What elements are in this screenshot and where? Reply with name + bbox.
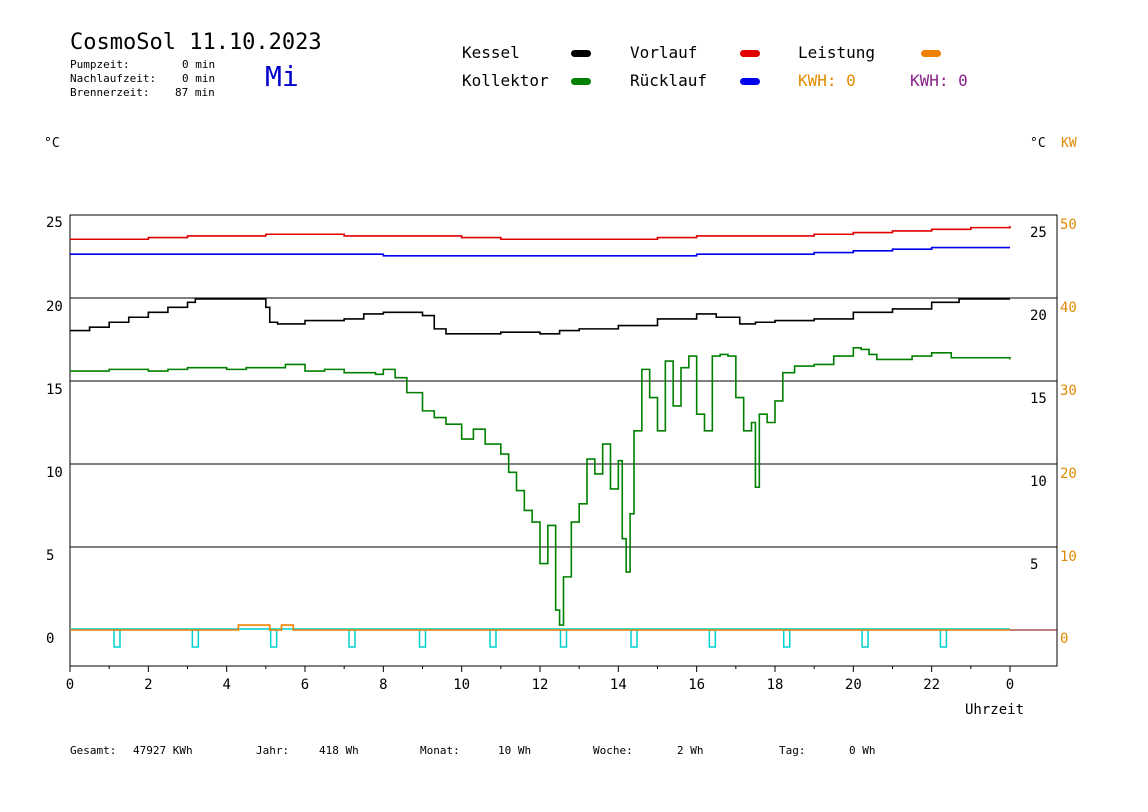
- x-tick-label: 12: [532, 677, 549, 693]
- x-tick-label: 4: [222, 677, 230, 693]
- y-tick-label-kw: 20: [1060, 466, 1077, 482]
- y-axis-unit-left: °C: [44, 136, 60, 151]
- pump-marker: [489, 629, 497, 648]
- pump-marker: [191, 629, 200, 648]
- pump-marker: [630, 629, 638, 648]
- legend-label-kessel: Kessel: [462, 43, 520, 62]
- y-tick-label-left: 25: [46, 215, 63, 231]
- footer-monat-value: 10 Wh: [498, 744, 532, 757]
- series-line-leistung: [70, 624, 1010, 631]
- legend-label-leistung: Leistung: [798, 43, 876, 62]
- x-tick-label: 16: [688, 677, 705, 693]
- y-tick-label-kw: 10: [1060, 549, 1077, 565]
- stat-label-nachlaufzeit: Nachlaufzeit:: [70, 72, 157, 85]
- footer-jahr-value: 418 Wh: [319, 744, 359, 757]
- chart-title: CosmoSol 11.10.2023: [70, 30, 322, 55]
- x-tick-label: 18: [767, 677, 784, 693]
- x-tick-label: 20: [845, 677, 862, 693]
- x-tick-label: 22: [923, 677, 940, 693]
- legend-label-vorlauf: Vorlauf: [630, 43, 698, 62]
- series-line-kollektor: [70, 347, 1011, 626]
- legend-label-ruecklauf: Rücklauf: [630, 71, 708, 90]
- pump-marker: [418, 629, 427, 648]
- stat-value-nachlaufzeit: 0 min: [182, 72, 216, 85]
- x-tick-label: 0: [66, 677, 74, 693]
- x-tick-label: 14: [610, 677, 627, 693]
- legend-label-kollektor: Kollektor: [462, 71, 549, 90]
- legend-swatch-kollektor: [571, 78, 591, 85]
- x-tick-label: 0: [1006, 677, 1014, 693]
- legend-kwh-orange: KWH: 0: [798, 71, 856, 90]
- footer-woche-value: 2 Wh: [677, 744, 704, 757]
- footer-jahr-label: Jahr:: [256, 744, 290, 757]
- y-tick-label-right: 25: [1030, 225, 1047, 241]
- footer-gesamt-value: 47927 KWh: [133, 744, 193, 757]
- weekday-label: Mi: [265, 60, 299, 93]
- footer-monat-label: Monat:: [420, 744, 460, 757]
- stat-value-pumpzeit: 0 min: [182, 58, 216, 71]
- y-tick-label-right: 20: [1030, 308, 1047, 324]
- stat-label-pumpzeit: Pumpzeit:: [70, 58, 130, 71]
- legend-swatch-kessel: [571, 50, 591, 57]
- y-tick-label-right: 10: [1030, 474, 1047, 490]
- y-tick-label-left: 10: [46, 465, 63, 481]
- series-line-kessel: [70, 298, 1010, 335]
- footer-tag-value: 0 Wh: [849, 744, 876, 757]
- y-tick-label-left: 20: [46, 299, 63, 315]
- y-tick-label-left: 0: [46, 631, 54, 647]
- pump-marker: [269, 629, 278, 648]
- y-tick-label-right: 5: [1030, 557, 1038, 573]
- series-line-vorlauf: [70, 225, 1011, 241]
- y-tick-label-left: 5: [46, 548, 54, 564]
- y-tick-label-kw: 0: [1060, 631, 1068, 647]
- legend-swatch-leistung: [921, 50, 941, 57]
- y-tick-label-right: 15: [1030, 391, 1047, 407]
- legend-swatch-ruecklauf: [740, 78, 760, 85]
- pump-marker: [783, 629, 791, 648]
- pump-marker: [939, 629, 948, 648]
- pump-marker: [708, 629, 717, 648]
- pump-marker: [559, 629, 568, 648]
- x-tick-label: 8: [379, 677, 387, 693]
- stat-value-brennerzeit: 87 min: [175, 86, 215, 99]
- y-tick-label-kw: 50: [1060, 217, 1077, 233]
- y-axis-unit-right: °C: [1030, 136, 1046, 151]
- y-tick-label-left: 15: [46, 382, 63, 398]
- footer-woche-label: Woche:: [593, 744, 633, 757]
- x-tick-label: 6: [301, 677, 309, 693]
- y-tick-label-kw: 30: [1060, 383, 1077, 399]
- x-tick-label: 10: [453, 677, 470, 693]
- footer-tag-label: Tag:: [779, 744, 806, 757]
- series-line-rcklauf: [70, 246, 1010, 257]
- x-axis-label: Uhrzeit: [965, 702, 1024, 718]
- legend-swatch-vorlauf: [740, 50, 760, 57]
- footer-gesamt-label: Gesamt:: [70, 744, 117, 757]
- stat-label-brennerzeit: Brennerzeit:: [70, 86, 150, 99]
- legend-kwh-purple: KWH: 0: [910, 71, 968, 90]
- pump-marker: [861, 629, 869, 648]
- x-tick-label: 2: [144, 677, 152, 693]
- y-tick-label-kw: 40: [1060, 300, 1077, 316]
- y-axis-unit-kw: KW: [1061, 136, 1077, 151]
- pump-marker: [348, 629, 356, 648]
- pump-marker: [113, 629, 121, 648]
